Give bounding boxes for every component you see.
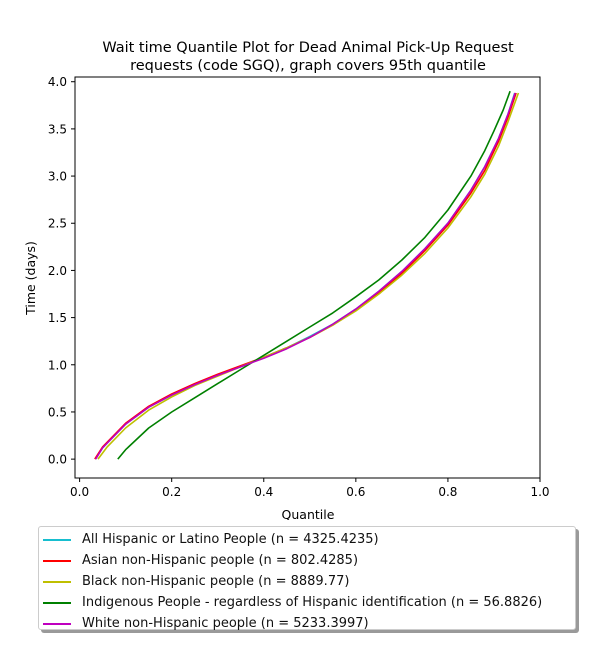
x-tick-label: 0.0 [70,485,89,499]
y-tick-label: 0.5 [48,405,67,419]
y-tick-label: 2.0 [48,264,67,278]
x-tick-label: 0.4 [254,485,273,499]
legend-label: Indigenous People - regardless of Hispan… [82,595,543,610]
series-line-4 [117,90,511,460]
legend-label: White non-Hispanic people (n = 5233.3997… [82,616,369,631]
x-axis-label: Quantile [282,507,335,520]
quantile-chart: Wait time Quantile Plot for Dead Animal … [23,40,550,520]
legend-item: White non-Hispanic people (n = 5233.3997… [43,613,575,634]
legend-label: Asian non-Hispanic people (n = 802.4285) [82,553,359,568]
legend-item: Indigenous People - regardless of Hispan… [43,592,575,613]
legend-label: Black non-Hispanic people (n = 8889.77) [82,574,350,589]
legend-item: Black non-Hispanic people (n = 8889.77) [43,571,575,592]
y-tick-label: 4.0 [48,75,67,89]
y-tick-label: 3.0 [48,170,67,184]
legend-item: All Hispanic or Latino People (n = 4325.… [43,529,575,550]
series-line-5 [95,92,516,460]
y-tick-label: 1.5 [48,311,67,325]
legend: All Hispanic or Latino People (n = 4325.… [38,526,576,631]
x-tick-label: 1.0 [530,485,549,499]
series-line-3 [97,92,520,460]
legend-swatch [43,559,71,562]
legend-swatch [43,580,71,583]
y-tick-label: 1.0 [48,358,67,372]
y-tick-label: 2.5 [48,217,67,231]
x-tick-label: 0.6 [346,485,365,499]
chart-title-line-1: Wait time Quantile Plot for Dead Animal … [102,40,514,56]
chart-title-line-2: requests (code SGQ), graph covers 95th q… [130,58,486,74]
y-tick-label: 3.5 [48,122,67,136]
legend-swatch [43,601,71,604]
legend-label: All Hispanic or Latino People (n = 4325.… [82,532,379,547]
y-tick-label: 0.0 [48,453,67,467]
legend-swatch [43,622,71,625]
x-tick-label: 0.8 [438,485,457,499]
x-tick-label: 0.2 [162,485,181,499]
plot-frame [74,76,541,479]
legend-item: Asian non-Hispanic people (n = 802.4285) [43,550,575,571]
y-axis-label: Time (days) [23,241,38,316]
legend-swatch [43,538,71,541]
